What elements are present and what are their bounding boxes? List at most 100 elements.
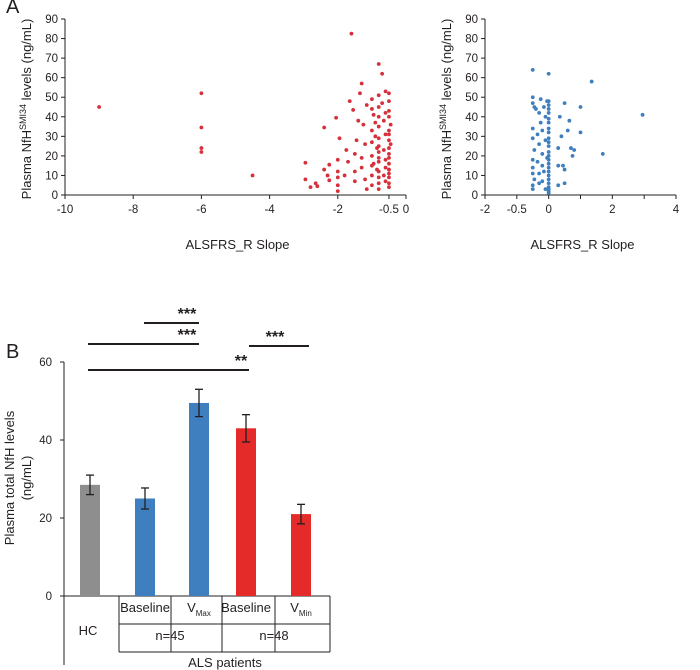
bar (291, 514, 311, 596)
data-point (537, 110, 542, 115)
data-point (559, 134, 564, 139)
y-axis-title-units: (ng/mL) (19, 456, 34, 501)
data-point (562, 181, 567, 186)
data-point (352, 169, 357, 174)
data-point (376, 159, 381, 164)
y-tick-label: 70 (45, 53, 58, 65)
data-point (383, 89, 388, 94)
data-point (322, 167, 327, 172)
data-point (541, 169, 546, 174)
data-point (530, 67, 535, 72)
data-point (356, 118, 361, 123)
y-tick-label: 60 (45, 73, 58, 85)
y-tick-label: 80 (465, 34, 478, 46)
data-point (376, 144, 381, 149)
data-point (546, 103, 551, 107)
data-point (387, 167, 391, 172)
y-tick-label: 0 (46, 591, 52, 603)
data-point (327, 162, 332, 167)
data-point (376, 155, 381, 160)
data-point (352, 179, 357, 184)
scatter-left: 0 10 20 30 40 50 60 70 80 90 -10 -8 -6 -4 -2 -0.5 0 ALSFR… (18, 14, 409, 252)
data-point (546, 120, 551, 125)
data-point (561, 163, 565, 168)
data-point (347, 99, 352, 104)
data-point (376, 187, 381, 192)
bar (236, 428, 256, 596)
data-point (373, 134, 378, 139)
data-point (250, 173, 255, 178)
data-point (376, 105, 381, 109)
data-point (540, 179, 545, 184)
data-point (363, 142, 367, 147)
data-point (534, 107, 538, 111)
data-point (344, 148, 349, 152)
category-label-main: Baseline (120, 600, 170, 615)
data-point (387, 155, 391, 160)
data-point (546, 140, 551, 145)
x-tick-label: -8 (128, 204, 138, 216)
data-point (387, 99, 391, 104)
data-point (589, 79, 594, 84)
data-point (546, 130, 551, 135)
data-point (387, 128, 391, 133)
data-point (538, 120, 543, 125)
data-point (358, 91, 362, 96)
data-point (335, 169, 340, 174)
panel-label-a: A (6, 0, 20, 18)
data-point (383, 179, 388, 184)
x-tick-label: 2 (609, 204, 615, 216)
panel-label-b: B (6, 341, 20, 363)
data-point (543, 138, 548, 143)
data-point (530, 95, 535, 100)
y-tick-label: 30 (45, 131, 58, 143)
category-label-subscript: Max (196, 609, 211, 618)
data-point (313, 181, 318, 186)
y-tick-label: 60 (465, 73, 478, 85)
data-point (546, 107, 551, 111)
data-point (543, 187, 548, 192)
data-point (530, 126, 535, 131)
x-tick-label: -2 (480, 204, 490, 216)
y-axis-title-superscript: SMI34 (18, 104, 28, 130)
data-point (376, 62, 381, 66)
y-axis-title: Plasma NfHSMI34 levels (ng/mL) (438, 19, 454, 200)
y-tick-label: 0 (52, 190, 58, 202)
data-point (540, 163, 545, 168)
data-point (540, 128, 545, 133)
bar (80, 484, 100, 596)
data-point (530, 157, 535, 162)
y-tick-label: 20 (45, 151, 58, 163)
data-point (546, 136, 551, 141)
data-point (370, 140, 374, 145)
data-point (387, 146, 391, 150)
significance-label: ** (235, 353, 248, 370)
x-tick-label: -2 (333, 204, 343, 216)
data-point (376, 150, 381, 154)
data-point (335, 183, 340, 188)
data-point (383, 132, 388, 137)
y-tick-label: 50 (45, 92, 58, 104)
significance-label: *** (266, 329, 285, 346)
data-point (337, 136, 342, 141)
group-label-n45: n=45 (155, 628, 184, 643)
category-label-main: V (290, 600, 299, 615)
data-point (541, 105, 546, 109)
y-axis-title: Plasma total NfH levels (2, 410, 17, 545)
y-tick-label: 20 (39, 513, 52, 525)
data-point (562, 167, 567, 172)
data-point (570, 153, 575, 158)
data-point (532, 148, 537, 152)
data-point (303, 177, 308, 182)
data-point (530, 183, 535, 188)
data-point (387, 161, 391, 166)
data-point (572, 148, 577, 152)
data-point (359, 165, 364, 170)
data-point (361, 122, 366, 127)
data-point (388, 142, 393, 147)
x-axis-title: ALSFRS_R Slope (185, 237, 289, 252)
x-tick-label: -6 (196, 204, 206, 216)
data-point (370, 128, 374, 133)
data-point (557, 114, 562, 119)
y-tick-label: 40 (45, 112, 58, 124)
